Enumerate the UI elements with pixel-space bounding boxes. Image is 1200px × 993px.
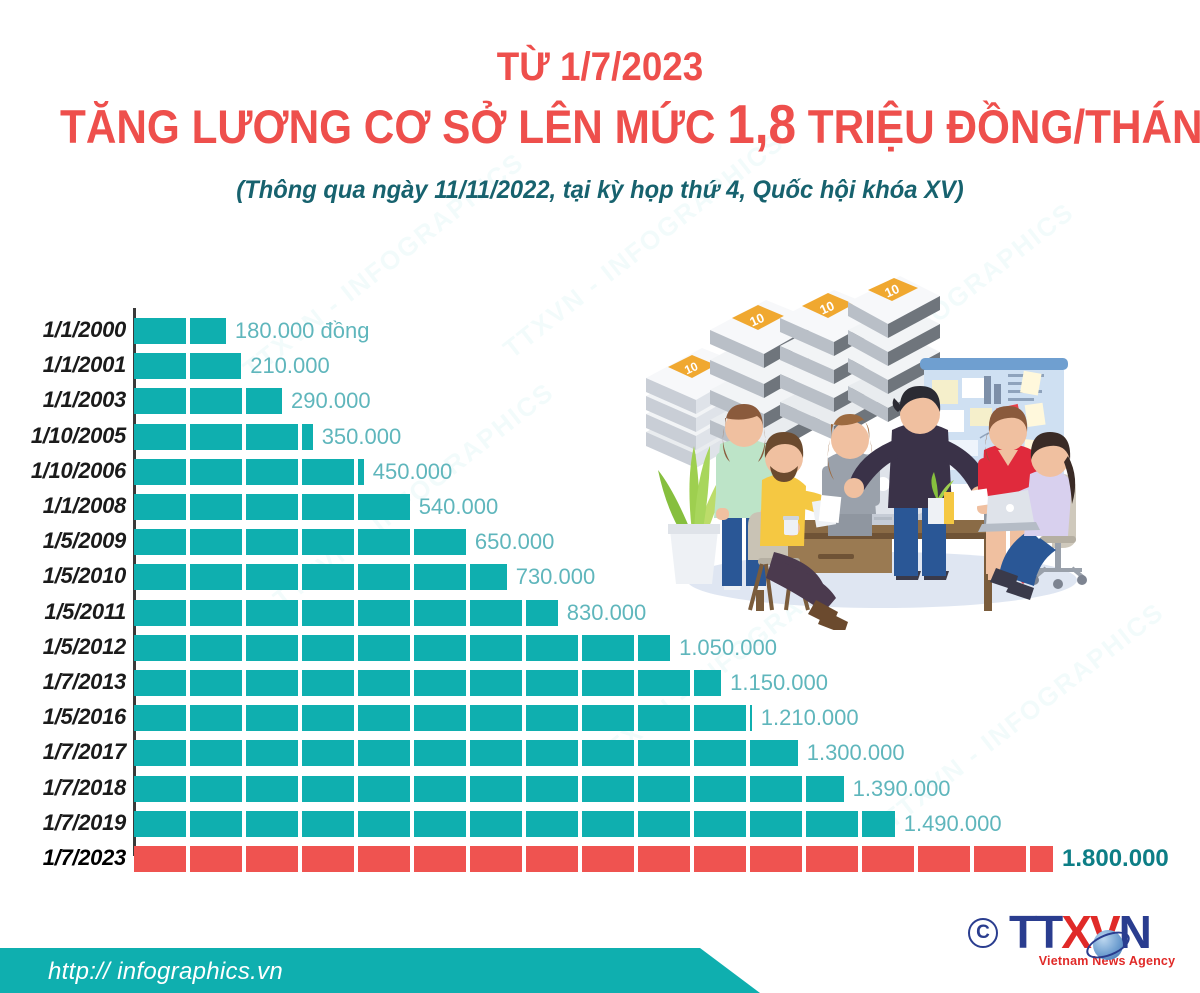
logo-tt: TT xyxy=(1009,906,1063,958)
svg-text:10: 10 xyxy=(882,281,901,301)
chart-bar xyxy=(134,529,466,556)
header: TỪ 1/7/2023 TĂNG LƯƠNG CƠ SỞ LÊN MỨC 1,8… xyxy=(0,0,1200,205)
chart-row: 1/1/2003 290.000 xyxy=(0,387,1200,415)
chart-row-label: 1/5/2011 xyxy=(44,598,126,624)
chart-row: 1/1/2000 180.000 đồng xyxy=(0,317,1200,344)
chart-row-label: 1/7/2018 xyxy=(42,774,127,800)
chart-row: 1/5/2012 1.050.000 xyxy=(0,633,1200,661)
chart-row: 1/1/2001 210.000 xyxy=(0,352,1200,380)
chart-bar xyxy=(134,599,558,626)
chart-row: 1/10/2006 450.000 xyxy=(0,457,1200,485)
chart-row-label: 1/1/2008 xyxy=(42,493,127,518)
salary-bar-chart: 1/1/2000 180.000 đồng 1/1/2001 210.000 1/1/2… xyxy=(0,300,1200,872)
chart-bar xyxy=(134,810,895,837)
footer-url[interactable]: http:// infographics.vn xyxy=(48,958,284,985)
chart-bar xyxy=(134,634,671,661)
title-part-b: TRIỆU ĐỒNG/THÁNG xyxy=(796,100,1200,153)
chart-row: 1/7/2018 1.390.000 xyxy=(0,774,1200,802)
title-amount: 1,8 xyxy=(727,93,797,155)
chart-bar-value: 730.000 xyxy=(515,564,596,590)
chart-row: 1/5/2016 1.210.000 xyxy=(0,704,1200,732)
chart-row-label: 1/10/2005 xyxy=(30,422,126,448)
chart-bar xyxy=(134,318,226,344)
chart-bar-value: 180.000 đồng xyxy=(234,318,370,343)
chart-row-label: 1/5/2016 xyxy=(42,704,127,730)
chart-bar xyxy=(134,775,844,802)
chart-bar xyxy=(134,494,410,520)
chart-row: 1/10/2005 350.000 xyxy=(0,422,1200,450)
chart-row: 1/7/2013 1.150.000 xyxy=(0,669,1200,696)
chart-bar-value: 1.800.000 xyxy=(1062,845,1169,872)
chart-bar-value: 1.210.000 xyxy=(760,705,859,731)
chart-bar xyxy=(134,564,507,591)
chart-row-label: 1/7/2017 xyxy=(42,739,127,765)
chart-row-label: 1/1/2003 xyxy=(42,387,127,413)
page-title-line2: TĂNG LƯƠNG CƠ SỞ LÊN MỨC 1,8 TRIỆU ĐỒNG/… xyxy=(60,93,1200,155)
chart-bar-value: 830.000 xyxy=(566,599,647,625)
chart-row: 1/7/2019 1.490.000 xyxy=(0,809,1200,837)
chart-bar-value: 540.000 xyxy=(418,494,499,519)
chart-bar xyxy=(134,423,313,450)
chart-bar-value: 450.000 xyxy=(372,458,453,484)
chart-row-label: 1/5/2009 xyxy=(42,528,127,554)
chart-row-label: 1/5/2012 xyxy=(42,633,127,659)
svg-text:10: 10 xyxy=(817,298,836,318)
chart-bar xyxy=(134,458,364,485)
ttxvn-logo: TTXVN Vietnam News Agency xyxy=(1009,908,1189,976)
copyright-icon: C xyxy=(968,918,998,948)
chart-row-label: 1/7/2013 xyxy=(42,669,127,694)
page-title-line1: TỪ 1/7/2023 xyxy=(496,45,704,89)
chart-bar xyxy=(134,388,283,415)
logo-wordmark: TTXVN xyxy=(1009,908,1189,956)
chart-bar-value: 1.490.000 xyxy=(903,810,1002,836)
chart-row: 1/7/2017 1.300.000 xyxy=(0,739,1200,767)
chart-row-label: 1/1/2001 xyxy=(42,352,127,378)
chart-bar-value: 290.000 xyxy=(291,388,371,414)
chart-bar xyxy=(134,353,242,380)
chart-row: 1/5/2011 830.000 xyxy=(0,598,1200,626)
footer-band xyxy=(0,948,760,993)
chart-row-label: 1/1/2000 xyxy=(42,317,127,342)
chart-row: 1/1/2008 540.000 xyxy=(0,493,1200,520)
svg-text:10: 10 xyxy=(682,359,700,377)
title-part-a: TĂNG LƯƠNG CƠ SỞ LÊN MỨC xyxy=(60,100,728,153)
chart-row: 1/5/2010 730.000 xyxy=(0,563,1200,591)
chart-bar-value: 1.050.000 xyxy=(679,634,777,660)
chart-bar xyxy=(134,846,1053,872)
logo-n: N xyxy=(1118,906,1152,958)
office-team-illustration: 10 10 xyxy=(632,262,1112,634)
globe-icon xyxy=(1093,930,1123,960)
chart-bar-value: 1.150.000 xyxy=(730,670,828,695)
chart-bar-value: 650.000 xyxy=(474,529,555,555)
chart-row-label: 1/7/2023 xyxy=(42,845,127,870)
chart-row-label: 1/10/2006 xyxy=(30,457,126,483)
chart-row-label: 1/5/2010 xyxy=(42,563,127,589)
svg-text:10: 10 xyxy=(747,310,766,330)
chart-bar xyxy=(134,740,798,767)
chart-bar xyxy=(134,705,752,732)
logo-subtitle: Vietnam News Agency xyxy=(1038,954,1176,968)
chart-bar xyxy=(134,670,722,696)
chart-bar-value: 210.000 xyxy=(250,353,330,379)
page-subtitle: (Thông qua ngày 11/11/2022, tại kỳ họp t… xyxy=(236,175,964,204)
chart-bar-value: 1.300.000 xyxy=(806,740,905,766)
chart-bar-value: 350.000 xyxy=(321,423,402,449)
chart-row-label: 1/7/2019 xyxy=(42,809,127,835)
chart-bar-value: 1.390.000 xyxy=(852,775,951,801)
logo-x: X xyxy=(1061,906,1092,958)
chart-row: 1/5/2009 650.000 xyxy=(0,528,1200,556)
chart-row: 1/7/2023 1.800.000 xyxy=(0,845,1200,872)
